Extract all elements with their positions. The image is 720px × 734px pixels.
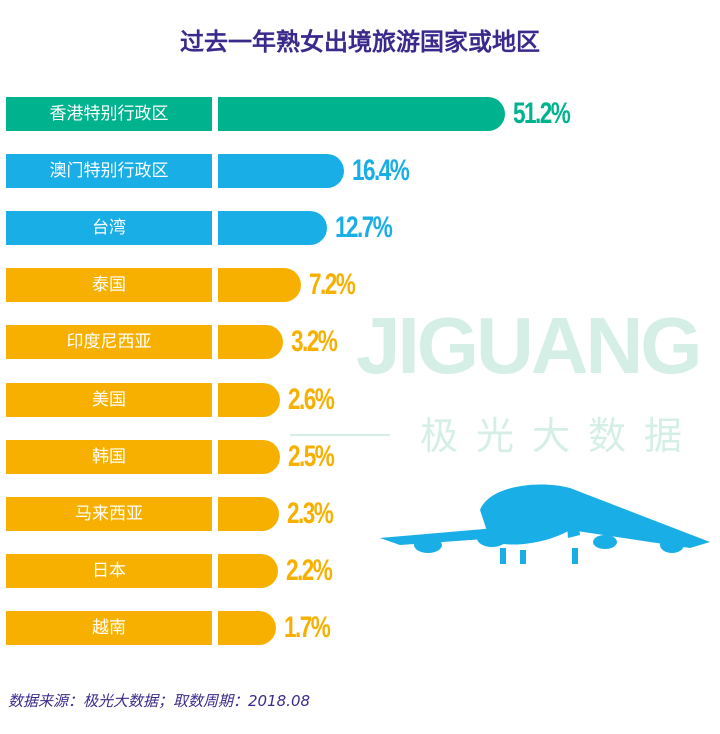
category-label: 韩国 <box>6 439 212 474</box>
category-label: 越南 <box>6 610 212 645</box>
value-label: 16.4% <box>351 154 410 188</box>
watermark-logo-cn: 极光大数据 <box>420 414 701 458</box>
value-label: 12.7% <box>334 211 393 245</box>
bar <box>218 97 506 131</box>
chart-title: 过去一年熟女出境旅游国家或地区 <box>180 28 540 56</box>
category-label: 香港特别行政区 <box>6 97 212 131</box>
bar <box>218 610 276 645</box>
category-label: 马来西亚 <box>6 496 212 531</box>
category-label: 日本 <box>6 553 212 588</box>
bar <box>218 154 344 189</box>
bar <box>218 382 281 417</box>
value-label: 51.2% <box>513 97 571 130</box>
value-label: 7.2% <box>309 268 356 302</box>
bar <box>218 325 283 360</box>
airplane-icon <box>380 484 710 564</box>
source-note: 数据来源：极光大数据；取数周期：2018.08 <box>8 692 311 710</box>
value-label: 2.5% <box>287 439 335 473</box>
category-label: 澳门特别行政区 <box>6 154 212 189</box>
bar <box>218 268 302 303</box>
category-label: 美国 <box>6 382 212 417</box>
bar <box>218 496 279 531</box>
watermark-line <box>290 434 390 436</box>
value-label: 3.2% <box>290 325 338 359</box>
bar <box>218 553 279 588</box>
bar <box>218 211 327 246</box>
value-label: 1.7% <box>283 610 331 644</box>
value-label: 2.6% <box>288 382 335 416</box>
category-label: 台湾 <box>6 211 212 246</box>
value-label: 2.3% <box>286 496 334 530</box>
bar <box>218 439 280 474</box>
category-label: 泰国 <box>6 268 212 303</box>
watermark-logo: JIGUANG <box>356 301 702 390</box>
value-label: 2.2% <box>286 553 333 587</box>
category-label: 印度尼西亚 <box>6 325 212 360</box>
